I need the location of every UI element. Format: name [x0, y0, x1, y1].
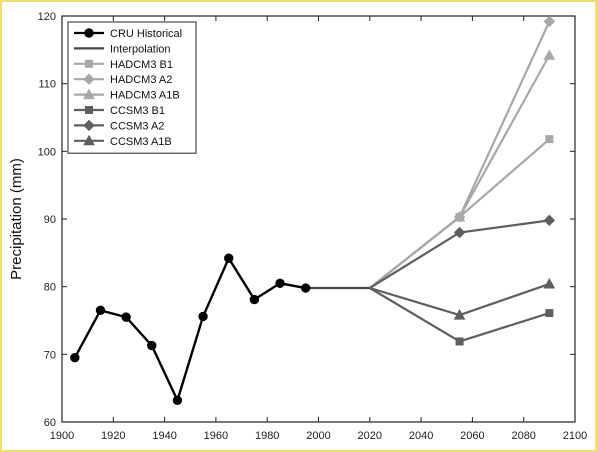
y-tick-label: 110 [38, 79, 56, 91]
y-tick-label: 70 [44, 349, 56, 361]
legend-item-ccsm3-b1: CCSM3 B1 [74, 105, 165, 117]
series-ccsm3-b1 [369, 287, 554, 346]
legend-item-ccsm3-a1b: CCSM3 A1B [74, 134, 172, 148]
legend-marker [84, 28, 94, 38]
series-ccsm3-a1b [369, 277, 556, 320]
y-tick-label: 100 [38, 146, 56, 158]
x-tick-label: 2100 [563, 430, 587, 442]
data-point-cru-historical [275, 278, 285, 288]
legend-label: HADCM3 B1 [110, 59, 173, 71]
x-tick-label: 2020 [358, 430, 382, 442]
data-point-cru-historical [300, 283, 311, 293]
series-line-cru-historical [73, 257, 306, 402]
legend: CRU Historical Interpolation HADCM3 B1 HADC… [67, 21, 197, 154]
data-point-hadcm3-a2 [543, 15, 556, 28]
data-point-cru-historical [147, 340, 157, 351]
x-tick-label: 1960 [204, 430, 228, 442]
data-point-hadcm3-b1 [545, 135, 554, 144]
data-point-ccsm3-a1b [543, 277, 556, 289]
y-axis-title: Precipitation (mm) [8, 158, 25, 280]
data-point-cru-historical [172, 395, 183, 406]
x-tick-label: 2060 [460, 430, 484, 442]
data-point-ccsm3-b1 [545, 309, 554, 318]
data-point-cru-historical [224, 253, 234, 263]
legend-marker [83, 73, 95, 85]
legend-label: HADCM3 A2 [110, 74, 172, 86]
x-tick-label: 2080 [511, 430, 535, 442]
legend-marker [83, 134, 95, 146]
y-tick-label: 120 [38, 11, 56, 23]
x-tick-label: 2000 [306, 430, 330, 442]
data-point-hadcm3-a1b [543, 49, 556, 60]
legend-marker [85, 106, 93, 114]
legend-item-hadcm3-b1: HADCM3 B1 [74, 59, 173, 71]
data-point-ccsm3-a1b [453, 309, 466, 320]
series-ccsm3-a2 [369, 214, 556, 289]
y-tick-label: 90 [44, 214, 56, 226]
legend-item-cru-historical: CRU Historical [74, 28, 182, 40]
x-tick-label: 1900 [50, 430, 74, 442]
legend-label: HADCM3 A1B [110, 90, 180, 102]
legend-label: CCSM3 B1 [110, 105, 165, 117]
legend-label: CCSM3 A1B [110, 136, 172, 148]
y-tick-label: 80 [44, 282, 56, 294]
legend-marker [85, 59, 93, 68]
x-tick-label: 2040 [409, 430, 433, 442]
data-point-ccsm3-b1 [455, 337, 464, 346]
legend-label: CCSM3 A2 [110, 120, 164, 132]
data-point-hadcm3-b1 [455, 212, 464, 221]
data-point-ccsm3-a2 [453, 226, 466, 239]
legend-marker [83, 119, 95, 132]
legend-box [67, 21, 197, 154]
legend-item-interpolation: Interpolation [74, 43, 171, 55]
legend-marker [83, 88, 95, 100]
data-point-cru-historical [95, 305, 106, 316]
legend-label: CRU Historical [110, 28, 182, 40]
data-point-cru-historical [70, 353, 80, 363]
data-point-cru-historical [249, 294, 260, 305]
series-hadcm3-b1 [369, 135, 554, 289]
data-point-cru-historical [121, 312, 131, 322]
x-tick-label: 1980 [255, 430, 279, 442]
legend-item-hadcm3-a2: HADCM3 A2 [74, 73, 172, 86]
legend-item-ccsm3-a2: CCSM3 A2 [74, 119, 164, 132]
x-tick-label: 1920 [101, 430, 125, 442]
data-point-cru-historical [198, 311, 208, 322]
legend-item-hadcm3-a1b: HADCM3 A1B [74, 88, 180, 102]
x-tick-label: 1940 [152, 430, 176, 442]
legend-label: Interpolation [110, 43, 171, 55]
series-cru-historical [70, 253, 311, 406]
data-point-ccsm3-a2 [543, 214, 556, 227]
y-tick-label: 60 [44, 417, 56, 429]
